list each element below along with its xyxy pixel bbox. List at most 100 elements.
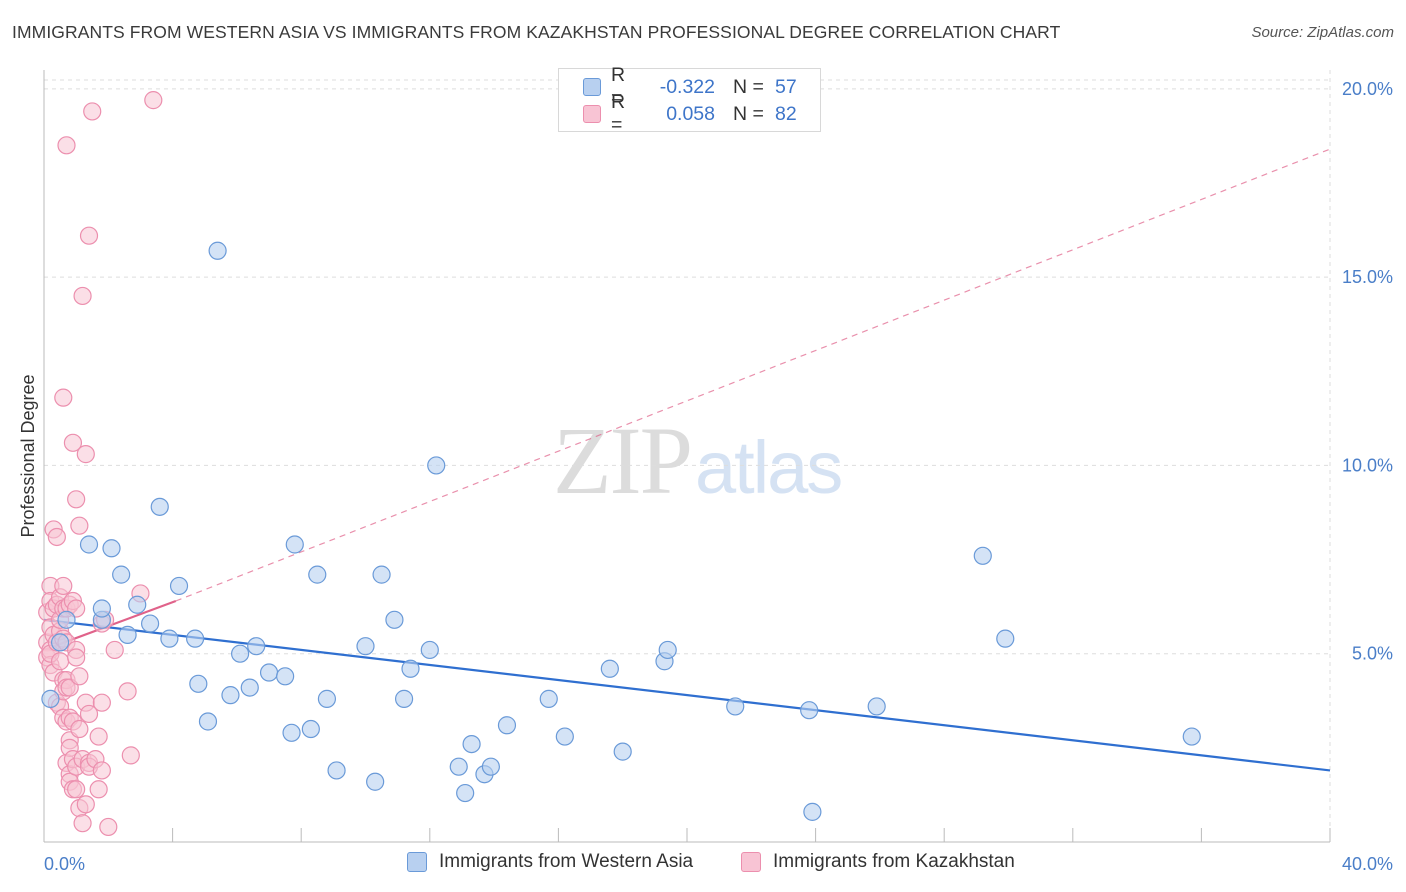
western-asia-point xyxy=(600,659,619,678)
western-asia-point xyxy=(112,565,131,584)
western-asia-point xyxy=(497,716,517,735)
western-asia-point xyxy=(317,689,337,708)
legend-label-kazakhstan: Immigrants from Kazakhstan xyxy=(773,851,1015,872)
kazakhstan-point xyxy=(67,648,86,667)
western-asia-point xyxy=(150,497,169,516)
kazakhstan-point xyxy=(89,727,108,746)
watermark-atlas: atlas xyxy=(695,426,843,509)
tick-labels: 5.0% 10.0% 15.0% 20.0% 0.0% 40.0% Professional… xyxy=(18,79,1393,874)
western-asia-point xyxy=(449,757,468,776)
western-asia-point xyxy=(285,535,304,554)
kazakhstan-point xyxy=(70,719,89,739)
western-asia-point xyxy=(394,689,414,708)
western-asia-point xyxy=(160,629,179,648)
western-asia-point xyxy=(996,629,1015,648)
legend-n-value: 57 xyxy=(775,75,797,98)
western-asia-point xyxy=(41,689,60,708)
western-asia-point xyxy=(356,637,375,656)
western-asia-point xyxy=(259,663,279,682)
western-asia-point xyxy=(118,625,137,644)
grid-lines xyxy=(44,70,1331,842)
kazakhstan-point xyxy=(73,286,92,306)
legend-item-kazakhstan[interactable]: Immigrants from Kazakhstan xyxy=(741,851,1015,873)
western-asia-point xyxy=(366,772,385,791)
western-asia-point xyxy=(221,686,240,705)
legend-r-label: R = xyxy=(611,64,626,109)
western-asia-point xyxy=(308,565,327,584)
kazakhstan-point xyxy=(50,652,70,671)
kazakhstan-point xyxy=(76,795,95,814)
kazakhstan-point xyxy=(83,102,102,121)
kazakhstan-point xyxy=(144,91,163,110)
stats-legend: R = -0.322 N = 57 R = 0.058 N = 82 xyxy=(558,64,821,136)
western-asia-point xyxy=(420,640,439,660)
legend-swatch-blue xyxy=(407,852,427,872)
kazakhstan-point xyxy=(121,746,140,765)
legend-r-label: R = xyxy=(611,91,626,136)
legend-swatch-blue xyxy=(583,78,601,96)
western-asia-point xyxy=(169,576,189,596)
kazakhstan-point xyxy=(79,704,99,724)
western-asia-point xyxy=(481,757,500,776)
western-asia-point xyxy=(372,565,391,584)
x-tick-label-max: 40.0% xyxy=(1342,854,1393,874)
western-asia-point xyxy=(1182,727,1201,746)
western-asia-point xyxy=(282,723,301,742)
kazakhstan-point xyxy=(70,516,89,535)
y-tick-label: 5.0% xyxy=(1352,644,1393,664)
western-asia-point xyxy=(613,742,632,761)
axes xyxy=(43,70,1331,843)
kazakhstan-point xyxy=(57,136,76,155)
western-asia-point xyxy=(57,610,76,629)
western-asia-point xyxy=(327,761,346,780)
legend-swatch-pink xyxy=(583,105,601,123)
trend-lines xyxy=(43,148,1331,772)
kazakhstan-point xyxy=(54,388,73,407)
western-asia-point xyxy=(128,595,147,614)
kazakhstan-point xyxy=(63,433,83,452)
western-asia-point xyxy=(803,802,822,821)
source-label: Source: ZipAtlas.com xyxy=(1251,24,1394,41)
series-legend: Immigrants from Western Asia Immigrants … xyxy=(0,851,1406,879)
series-kazakhstan-points xyxy=(38,91,163,837)
legend-r-value: 0.058 xyxy=(666,102,715,125)
western-asia-point xyxy=(231,644,250,663)
trend-line-kazakhstan-projected xyxy=(175,148,1331,602)
western-asia-point xyxy=(658,640,677,660)
y-axis-label: Professional Degree xyxy=(18,374,38,537)
kazakhstan-point xyxy=(92,761,111,780)
western-asia-point xyxy=(539,689,558,708)
western-asia-point xyxy=(186,629,205,648)
western-asia-point xyxy=(800,701,819,720)
western-asia-point xyxy=(427,456,446,475)
western-asia-point xyxy=(92,599,111,618)
kazakhstan-point xyxy=(47,527,66,547)
watermark-zip: ZIP xyxy=(553,407,693,514)
western-asia-point xyxy=(240,678,259,697)
western-asia-point xyxy=(555,727,574,746)
western-asia-point xyxy=(189,674,208,693)
western-asia-point xyxy=(276,667,295,686)
kazakhstan-point xyxy=(67,780,86,799)
western-asia-point xyxy=(401,659,420,678)
western-asia-point xyxy=(301,719,320,739)
legend-row-western-asia: R = -0.322 N = 57 xyxy=(583,64,797,109)
kazakhstan-point xyxy=(92,693,111,712)
western-asia-point xyxy=(198,712,218,731)
western-asia-point xyxy=(462,734,481,754)
chart-title: IMMIGRANTS FROM WESTERN ASIA VS IMMIGRAN… xyxy=(12,22,1061,42)
y-tick-label: 20.0% xyxy=(1342,79,1393,99)
legend-r-value: -0.322 xyxy=(659,75,715,98)
western-asia-point xyxy=(102,539,121,558)
western-asia-point xyxy=(79,535,99,554)
kazakhstan-point xyxy=(79,226,99,245)
legend-item-western-asia[interactable]: Immigrants from Western Asia xyxy=(407,851,693,873)
series-western-asia-points xyxy=(41,241,1201,821)
legend-n-label: N = xyxy=(733,75,764,98)
western-asia-point xyxy=(208,241,227,260)
western-asia-point xyxy=(973,546,992,565)
western-asia-point xyxy=(726,697,745,716)
x-tick-label-min: 0.0% xyxy=(44,854,85,874)
kazakhstan-point xyxy=(89,780,108,799)
